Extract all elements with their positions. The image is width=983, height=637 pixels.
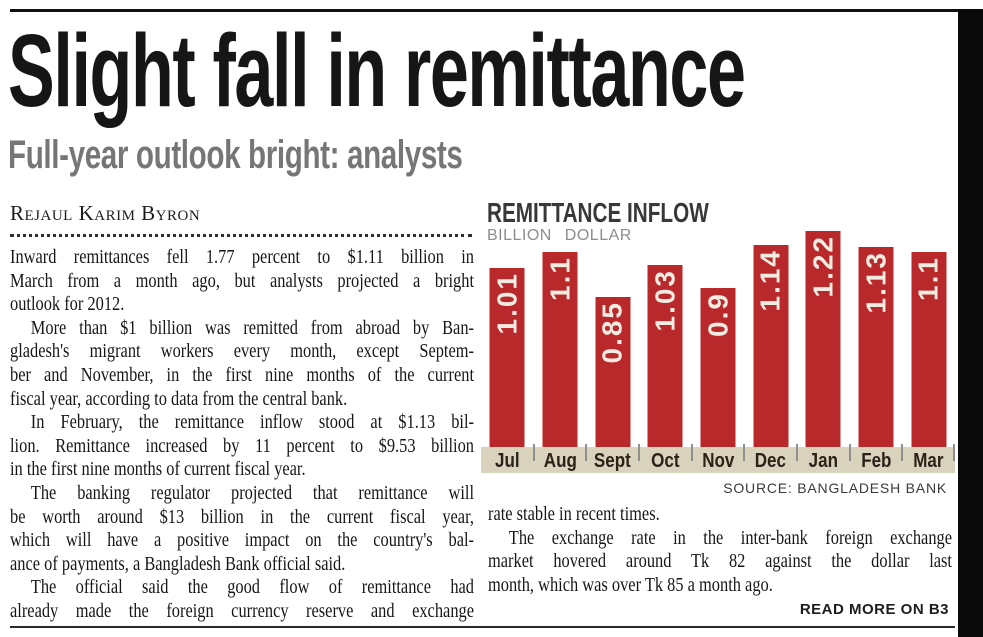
- bar-value-label: 0.85: [596, 301, 628, 364]
- chart-bar-cell: 1.14: [744, 230, 797, 447]
- body-text-line: The official said the good flow of remit…: [30, 576, 475, 599]
- bar-oct: 1.03: [647, 265, 683, 447]
- chart-bar-cell: 1.1: [902, 230, 955, 447]
- body-text-line: Inward remittances fell 1.77 percent to …: [10, 246, 474, 268]
- headline: Slight fall in remittance: [8, 13, 746, 128]
- chart-unit-label: BILLION DOLLAR: [487, 227, 632, 244]
- chart-title: REMITTANCE INFLOW: [487, 197, 709, 228]
- bar-value-label: 1.03: [649, 269, 681, 332]
- page-edge-strip: [958, 9, 983, 637]
- x-tick-label-jul: Jul: [495, 450, 520, 472]
- body-text-line: The banking regulator projected that rem…: [30, 481, 475, 504]
- article-left-column: Inward remittances fell 1.77 percent to …: [10, 246, 482, 624]
- body-text-line: The exchange rate in the inter-bank fore…: [508, 526, 952, 549]
- byline-divider: [10, 229, 472, 237]
- chart-x-axis-band: Jul Aug Sept Oct Nov Dec Jan Feb Mar: [481, 447, 955, 473]
- subheadline: Full-year outlook bright: analysts: [8, 133, 463, 177]
- bar-feb: 1.13: [858, 247, 894, 447]
- bar-jul: 1.01: [489, 268, 525, 447]
- body-text-line: outlook for 2012.: [10, 293, 125, 316]
- bar-sept: 0.85: [595, 297, 631, 447]
- article-right-column: rate stable in recent times. The exchange…: [488, 503, 958, 597]
- chart-bar-cell: 0.9: [692, 230, 745, 447]
- bar-value-label: 1.13: [860, 251, 892, 314]
- x-tick-label-oct: Oct: [651, 450, 680, 472]
- byline: Rejaul Karim Byron: [10, 201, 201, 225]
- body-text-line: market hovered around Tk 82 against the …: [488, 550, 952, 573]
- bar-nov: 0.9: [700, 288, 736, 447]
- bar-mar: 1.1: [911, 252, 947, 447]
- chart-plot-area: 1.01 1.1 0.85 1.03 0.9 1.14 1.22 1.13 1.1: [481, 230, 955, 447]
- body-text-line: which will have a positive impact on the…: [10, 529, 474, 552]
- chart-bar-cell: 1.03: [639, 230, 692, 447]
- x-tick-label-nov: Nov: [701, 450, 735, 472]
- bar-value-label: 1.1: [544, 256, 575, 301]
- bottom-rule: [10, 626, 955, 628]
- body-text-line: March from a month ago, but analysts pro…: [10, 269, 474, 292]
- chart-bar-cell: 1.22: [797, 230, 850, 447]
- chart-source: SOURCE: BANGLADESH BANK: [723, 480, 947, 496]
- body-text-line: in the first nine months of current fisc…: [10, 458, 306, 481]
- bar-value-label: 1.14: [754, 249, 786, 312]
- x-tick-label-jan: Jan: [808, 450, 839, 472]
- body-text-line: gladesh's migrant workers every month, e…: [10, 340, 474, 363]
- chart-bar-cell: 1.1: [534, 230, 587, 447]
- chart-bar-cell: 1.01: [481, 230, 534, 447]
- bar-value-label: 1.01: [491, 272, 523, 335]
- chart-bar-cell: 0.85: [586, 230, 639, 447]
- body-text-line: lion. Remittance increased by 11 percent…: [10, 434, 474, 457]
- body-text-line: In February, the remittance inflow stood…: [30, 411, 475, 434]
- read-more-link[interactable]: READ MORE ON B3: [799, 601, 949, 618]
- body-text-line: More than $1 billion was remitted from a…: [30, 316, 475, 339]
- x-tick-label-sept: Sept: [594, 450, 632, 472]
- bar-dec: 1.14: [753, 245, 789, 447]
- x-tick-label-aug: Aug: [543, 450, 577, 472]
- body-text-line: month, which was over Tk 85 a month ago.: [488, 573, 773, 596]
- x-tick-label-mar: Mar: [913, 450, 944, 472]
- body-text-line: ber and November, in the first nine mont…: [10, 363, 474, 386]
- bar-value-label: 0.9: [702, 292, 734, 337]
- top-rule: [10, 9, 983, 12]
- bar-aug: 1.1: [542, 252, 578, 447]
- bar-value-label: 1.1: [912, 256, 944, 301]
- body-text-line: be worth around $13 billion in the curre…: [10, 505, 474, 528]
- x-tick-label-dec: Dec: [755, 450, 787, 472]
- body-text-line: already made the foreign currency reserv…: [10, 599, 474, 622]
- bar-jan: 1.22: [805, 231, 841, 447]
- x-tick-label-feb: Feb: [860, 450, 892, 472]
- chart-bar-cell: 1.13: [850, 230, 903, 447]
- bar-value-label: 1.22: [807, 235, 839, 298]
- body-text-line: fiscal year, according to data from the …: [10, 387, 348, 410]
- body-text-line: rate stable in recent times.: [488, 503, 660, 525]
- body-text-line: ance of payments, a Bangladesh Bank offi…: [10, 552, 346, 575]
